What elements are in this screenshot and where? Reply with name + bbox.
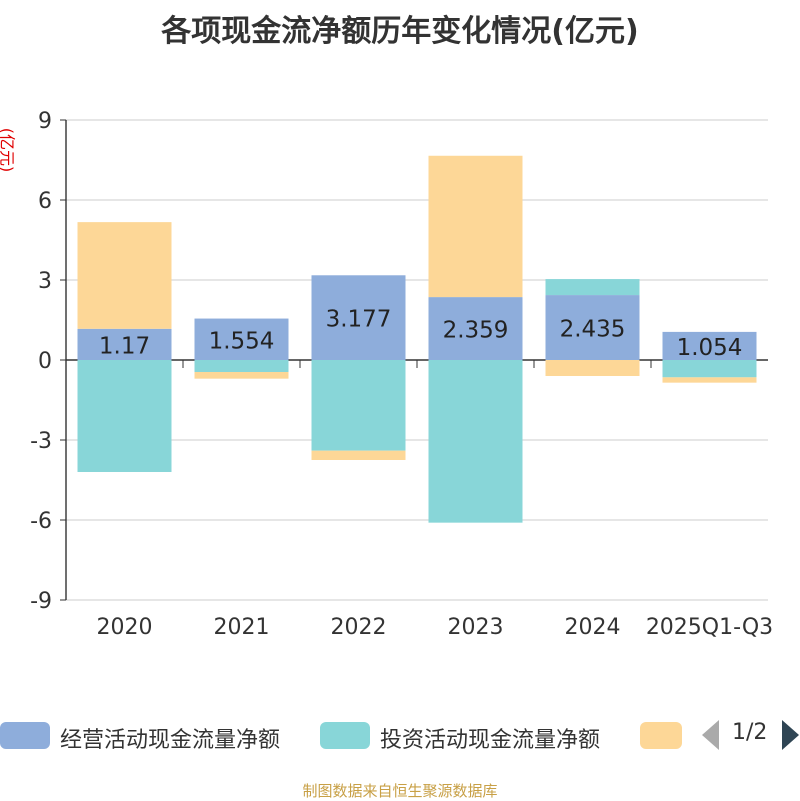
x-tick-label: 2024 — [565, 615, 621, 640]
y-tick-label: 3 — [38, 269, 52, 294]
y-tick-label: -3 — [30, 429, 52, 454]
legend-prev-page-icon[interactable] — [702, 720, 719, 750]
legend-page-indicator: 1/2 — [732, 720, 768, 745]
y-tick-label: 6 — [38, 189, 52, 214]
data-label-2020: 1.17 — [99, 333, 150, 359]
bar-series0-2025Q1-Q3 — [662, 331, 757, 360]
data-source-note: 制图数据来自恒生聚源数据库 — [302, 782, 498, 800]
y-tick-label: 0 — [38, 349, 52, 374]
data-label-2025Q1-Q3: 1.054 — [677, 335, 743, 361]
bar-series1-2021 — [194, 360, 289, 372]
legend-swatch-operating — [0, 722, 50, 749]
bar-series1-2023 — [428, 360, 523, 523]
bar-series0-2023 — [428, 297, 523, 360]
bar-series2-2024 — [545, 360, 640, 376]
legend-pager: 1/2 — [700, 716, 800, 756]
legend-swatch-investing — [320, 722, 370, 749]
x-tick-label: 2021 — [214, 615, 270, 640]
y-tick-label: 9 — [38, 109, 52, 134]
data-label-2021: 1.554 — [209, 328, 275, 354]
legend: 经营活动现金流量净额 投资活动现金流量净额 — [0, 716, 800, 756]
x-tick-label: 2025Q1-Q3 — [646, 615, 773, 640]
bar-series2-2023 — [428, 155, 523, 298]
bar-series2-2025Q1-Q3 — [662, 377, 757, 383]
bar-series0-2024 — [545, 295, 640, 360]
data-label-2024: 2.435 — [560, 317, 626, 343]
x-tick-label: 2020 — [97, 615, 153, 640]
data-label-2023: 2.359 — [443, 318, 509, 344]
bar-series0-2022 — [311, 275, 406, 360]
y-tick-label: -9 — [30, 589, 52, 614]
x-tick-label: 2022 — [331, 615, 387, 640]
legend-label-operating: 经营活动现金流量净额 — [60, 728, 281, 753]
y-tick-label: -6 — [30, 509, 52, 534]
bar-series1-2022 — [311, 360, 406, 451]
legend-next-page-icon[interactable] — [782, 720, 799, 750]
legend-label-investing: 投资活动现金流量净额 — [380, 728, 601, 753]
bar-series2-2022 — [311, 450, 406, 460]
bar-series1-2025Q1-Q3 — [662, 360, 757, 378]
bar-series2-2021 — [194, 372, 289, 379]
bar-series2-2020 — [77, 222, 172, 329]
chart-svg: 9 6 3 0 -3 -6 -9 1.17 2020 1.554 2021 3.177 2022 2.35… — [30, 109, 773, 640]
bar-series0-2020 — [77, 328, 172, 360]
x-tick-label: 2023 — [448, 615, 504, 640]
chart-title: 各项现金流净额历年变化情况(亿元) — [161, 14, 639, 49]
bar-series1-2020 — [77, 360, 172, 472]
bar-series1-2024 — [545, 279, 640, 296]
data-label-2022: 3.177 — [326, 307, 392, 333]
legend-swatch-financing — [640, 722, 682, 749]
bar-series0-2021 — [194, 318, 289, 360]
